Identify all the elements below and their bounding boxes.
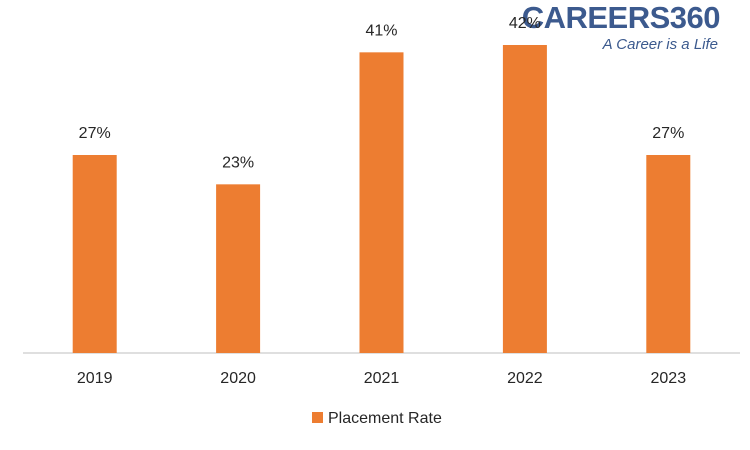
bar	[359, 52, 404, 353]
bar	[646, 155, 691, 353]
logo-tagline: A Career is a Life	[602, 36, 718, 53]
bar	[502, 45, 547, 353]
x-tick-label: 2023	[651, 370, 687, 387]
value-label: 23%	[222, 155, 254, 172]
bar	[72, 155, 117, 353]
value-label: 27%	[79, 125, 111, 142]
legend-swatch	[312, 412, 323, 423]
value-label: 41%	[365, 23, 397, 40]
bar	[216, 184, 261, 353]
x-tick-label: 2021	[364, 370, 400, 387]
x-tick-label: 2020	[220, 370, 256, 387]
value-label: 42%	[509, 15, 541, 32]
value-label: 27%	[652, 125, 684, 142]
x-tick-label: 2022	[507, 370, 543, 387]
logo-name: CAREERS360	[522, 0, 720, 35]
legend-label: Placement Rate	[328, 410, 442, 427]
x-tick-label: 2019	[77, 370, 113, 387]
